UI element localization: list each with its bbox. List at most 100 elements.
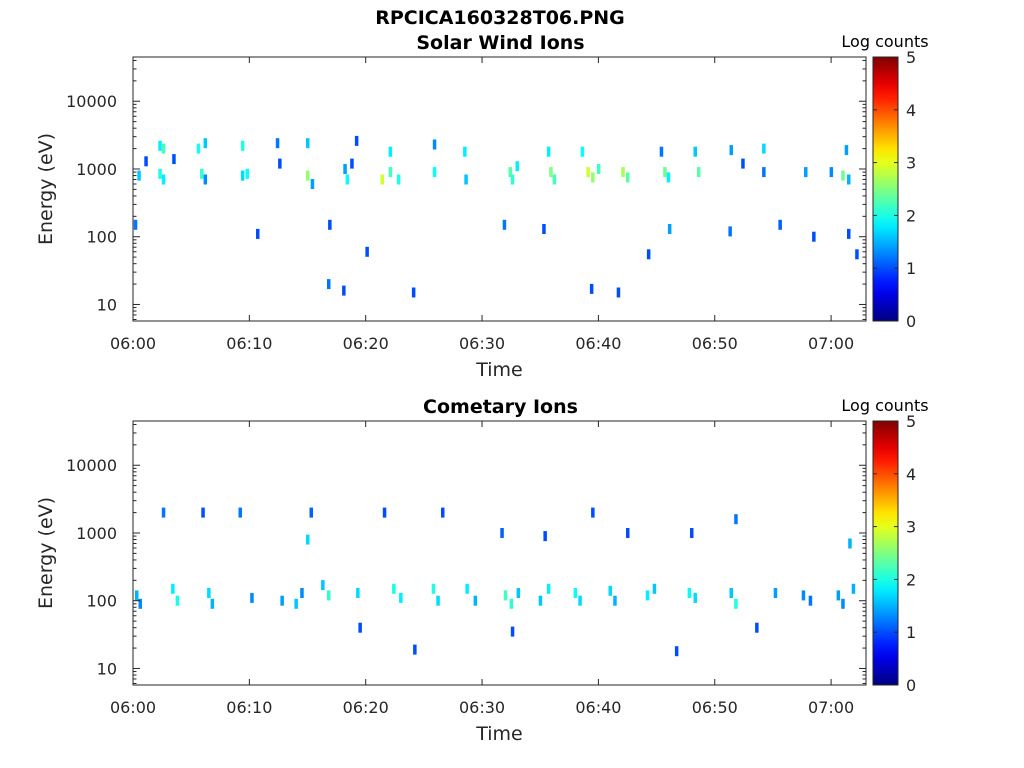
cometary-cell	[690, 528, 694, 538]
solar-wind-y-tick-label: 1000	[76, 160, 117, 179]
solar-wind-cell	[345, 174, 350, 185]
cometary-cell	[841, 598, 845, 609]
solar-wind-cell	[161, 174, 166, 185]
solar-wind-cell	[596, 164, 601, 174]
cometary-colorbar-label: Log counts	[841, 396, 928, 415]
solar-wind-colorbar-tick-label: 3	[906, 154, 916, 173]
cometary-plot-area	[132, 420, 867, 686]
solar-wind-colorbar-tick-label: 4	[906, 101, 916, 120]
solar-wind-x-tick-label: 06:30	[459, 334, 505, 353]
solar-wind-cell	[621, 167, 625, 178]
solar-wind-cell	[388, 146, 393, 157]
cometary-cell	[538, 595, 543, 606]
solar-wind-cell	[549, 167, 553, 178]
cometary-x-tick-label: 07:00	[808, 698, 854, 717]
solar-wind-cell	[508, 167, 512, 178]
solar-wind-cell	[847, 228, 851, 239]
cometary-x-tick-label: 06:50	[692, 698, 738, 717]
cometary-cell	[473, 595, 478, 606]
cometary-cell	[436, 595, 440, 606]
solar-wind-cell	[580, 146, 585, 157]
solar-wind-cell	[240, 170, 245, 181]
solar-wind-cell	[275, 138, 280, 149]
cometary-cell	[210, 598, 215, 609]
solar-wind-cell	[626, 172, 630, 183]
solar-wind-cell	[133, 219, 138, 230]
solar-wind-y-tick-label: 10000	[66, 92, 117, 111]
solar-wind-cell	[256, 228, 260, 239]
cometary-cell	[543, 531, 547, 542]
cometary-cell	[674, 646, 679, 657]
solar-wind-cell	[586, 167, 590, 178]
solar-wind-cell	[844, 145, 849, 156]
cometary-colorbar-tick-label: 0	[906, 676, 916, 695]
solar-wind-cell	[552, 174, 557, 185]
solar-wind-cell	[697, 167, 701, 178]
cometary-cell	[848, 538, 852, 549]
solar-wind-cell	[327, 279, 331, 290]
solar-wind-cell	[510, 174, 515, 185]
solar-wind-cell	[646, 249, 651, 260]
figure-title: RPCICA160328T06.PNG	[375, 7, 625, 29]
solar-wind-cell	[310, 179, 315, 189]
cometary-x-tick-label: 06:20	[343, 698, 389, 717]
cometary-cell	[613, 595, 617, 606]
solar-wind-cell	[137, 170, 141, 181]
solar-wind-panel: 06:00 06:10 06:20 06:30 06:40 06:50 07:0010100…	[35, 32, 929, 381]
solar-wind-cell	[667, 224, 672, 234]
cometary-cell	[201, 507, 205, 518]
solar-wind-cell	[741, 158, 745, 169]
solar-wind-cells	[133, 135, 859, 298]
solar-wind-cell	[380, 174, 384, 185]
solar-wind-cell	[762, 167, 766, 178]
cometary-cell	[356, 588, 360, 598]
solar-wind-cell	[396, 174, 401, 185]
solar-wind-cell	[354, 135, 359, 146]
solar-wind-cell	[342, 285, 346, 296]
solar-wind-cell	[172, 154, 176, 165]
solar-wind-cell	[502, 219, 507, 230]
cometary-x-tick-label: 06:30	[459, 698, 505, 717]
solar-wind-colorbar-label: Log counts	[841, 32, 928, 51]
cometary-colorbar-tick-label: 1	[906, 623, 916, 642]
solar-wind-x-axis-label: Time	[475, 359, 523, 381]
solar-wind-cell	[144, 156, 148, 167]
cometary-cell	[510, 626, 515, 637]
solar-wind-x-tick-label: 06:40	[575, 334, 621, 353]
cometary-cell	[851, 583, 856, 594]
cometary-cell	[309, 507, 313, 518]
cometary-cell	[693, 592, 697, 603]
cometary-colorbar-tick-label: 2	[906, 570, 916, 589]
solar-wind-cell	[829, 167, 834, 178]
solar-wind-cell	[350, 158, 354, 169]
solar-wind-plot-area	[132, 56, 867, 322]
cometary-cell	[431, 583, 436, 594]
cometary-colorbar-tick-label: 3	[906, 518, 916, 537]
cometary-cell	[734, 514, 738, 525]
solar-wind-cell	[388, 167, 393, 178]
cometary-cell	[413, 644, 417, 655]
cometary-cell	[652, 583, 657, 594]
cometary-cell	[294, 598, 298, 609]
solar-wind-cell	[729, 145, 733, 156]
solar-wind-cell	[804, 167, 808, 178]
cometary-x-tick-label: 06:00	[110, 698, 156, 717]
solar-wind-title: Solar Wind Ions	[416, 32, 584, 54]
cometary-cell	[327, 590, 331, 601]
cometary-cell	[687, 588, 692, 598]
cometary-x-axis-label: Time	[475, 723, 523, 745]
solar-wind-cell	[841, 170, 845, 181]
solar-wind-cell	[306, 170, 310, 181]
solar-wind-cell	[659, 146, 664, 157]
solar-wind-x-tick-label: 06:20	[343, 334, 389, 353]
cometary-cell	[801, 590, 806, 601]
solar-wind-colorbar-tick-label: 5	[906, 48, 916, 67]
cometary-cell	[465, 583, 469, 594]
solar-wind-y-tick-label: 100	[86, 228, 117, 247]
cometary-cells	[135, 507, 856, 657]
cometary-x-tick-label: 06:40	[575, 698, 621, 717]
solar-wind-cell	[158, 140, 162, 151]
solar-wind-cell	[432, 139, 437, 150]
cometary-y-tick-label: 10000	[66, 456, 117, 475]
